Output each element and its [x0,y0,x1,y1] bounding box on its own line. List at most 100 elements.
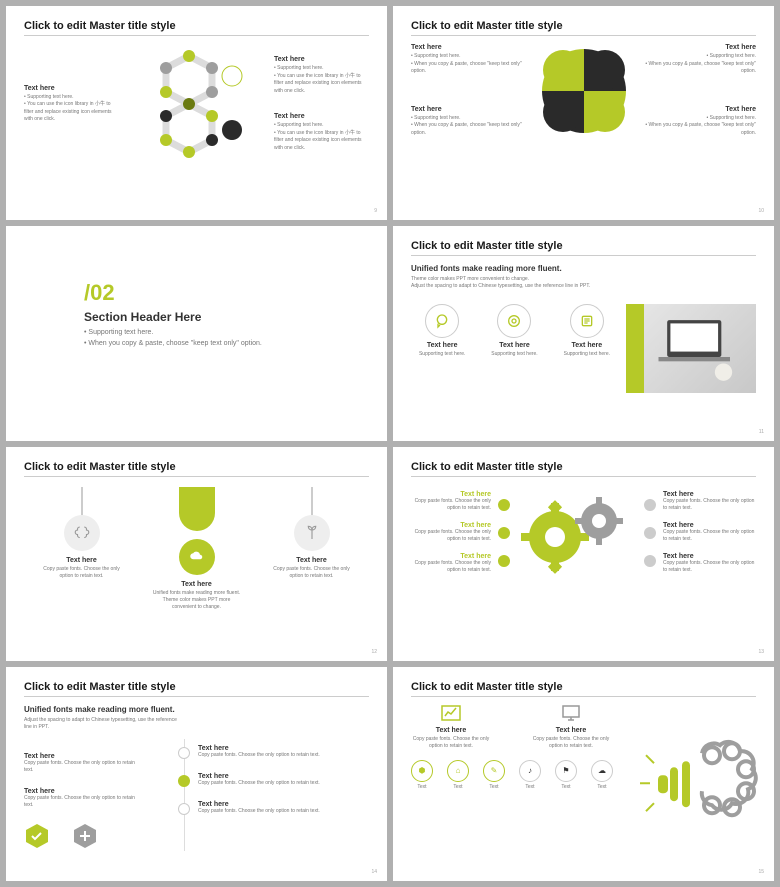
list-item: Text hereCopy paste fonts. Choose the on… [663,491,756,512]
slide-title: Click to edit Master title style [411,20,756,36]
dot-icon [644,555,656,567]
slide-title: Click to edit Master title style [24,681,369,697]
item-sub: Supporting text here. [411,351,473,358]
page-number: 9 [374,208,377,214]
block-title: Text here [637,44,757,51]
dot-icon [498,555,510,567]
list-item: Text hereCopy paste fonts. Choose the on… [411,491,491,512]
mini-icon: ⌂ [447,760,469,782]
bullet: Supporting text here. [411,115,531,123]
item-sub: Copy paste fonts. Choose the only option… [267,566,357,580]
list-item: Text hereCopy paste fonts. Choose the on… [663,522,756,543]
slide-title: Click to edit Master title style [24,461,369,477]
section-number: /02 [84,280,369,306]
item-sub: Supporting text here. [556,351,618,358]
bullet: You can use the icon library in 小牛 to fi… [274,73,369,96]
mini-icon: ✎ [483,760,505,782]
page-number: 14 [371,869,377,875]
list-item: Text hereCopy paste fonts. Choose the on… [24,753,144,774]
list-item: Text hereCopy paste fonts. Choose the on… [411,522,491,543]
dot-icon [644,527,656,539]
bullet: You can use the icon library in 小牛 to fi… [24,101,114,124]
slide-grid: Click to edit Master title style Text he… [0,0,780,887]
chart-icon [441,705,461,721]
item-title: Text here [152,581,242,588]
item-title: Text here [267,557,357,564]
item-title: Text here [411,342,473,349]
mini-icon: ⚑ [555,760,577,782]
page-number: 13 [758,649,764,655]
timeline-item: Text hereCopy paste fonts. Choose the on… [174,801,369,815]
presentation-icon [561,705,581,721]
bullet: When you copy & paste, choose "keep text… [411,122,531,137]
bullet: Supporting text here. [84,328,369,339]
slide-title: Click to edit Master title style [411,240,756,256]
list-item: Text hereCopy paste fonts. Choose the on… [663,553,756,574]
item-sub: Copy paste fonts. Choose the only option… [37,566,127,580]
page-number: 15 [758,869,764,875]
slide-8: Click to edit Master title style Text he… [393,667,774,881]
section-header: Section Header Here [84,310,369,324]
bullet: Supporting text here. [274,65,369,73]
slide-6: Click to edit Master title style Text he… [393,447,774,661]
chat-icon [425,304,459,338]
petal-diagram [539,46,629,136]
slide-7: Click to edit Master title style Unified… [6,667,387,881]
bullet: Supporting text here. [637,53,757,61]
page-number: 11 [759,429,764,435]
bullet: Supporting text here. [274,122,369,130]
timeline-item: Text hereCopy paste fonts. Choose the on… [174,773,369,787]
slide-1: Click to edit Master title style Text he… [6,6,387,220]
bullet: When you copy & paste, choose "keep text… [637,61,757,76]
block-title: Text here [274,113,369,120]
note: Adjust the spacing to adapt to Chinese t… [24,717,184,731]
item-title: Text here [37,557,127,564]
subtitle: Unified fonts make reading more fluent. [411,264,756,273]
mini-icon: ☁ [591,760,613,782]
slide-title: Click to edit Master title style [24,20,369,36]
photo-placeholder [626,304,756,393]
dot-icon [498,499,510,511]
note: Adjust the spacing to adapt to Chinese t… [411,283,756,290]
subtitle: Unified fonts make reading more fluent. [24,705,369,714]
cloud-icon [179,539,215,575]
plant-icon [294,515,330,551]
hexagon-check-icon [24,823,50,849]
note: Theme color makes PPT more convenient to… [411,276,756,283]
brain-icon [64,515,100,551]
slide-title: Click to edit Master title style [411,461,756,477]
block-title: Text here [637,106,757,113]
bullet: When you copy & paste, choose "keep text… [411,61,531,76]
bullet: When you copy & paste, choose "keep text… [84,339,284,350]
settings-icon [570,304,604,338]
item-sub: Copy paste fonts. Choose the only option… [531,736,611,750]
item-sub: Supporting text here. [483,351,545,358]
item-sub: Copy paste fonts. Choose the only option… [411,736,491,750]
block-title: Text here [411,44,531,51]
mini-icon: ⬢ [411,760,433,782]
hexagon-diagram [134,48,254,158]
hexagon-plus-icon [72,823,98,849]
slide-2: Click to edit Master title style Text he… [393,6,774,220]
bullet: Supporting text here. [637,115,757,123]
dot-icon [644,499,656,511]
block-title: Text here [24,85,114,92]
list-item: Text hereCopy paste fonts. Choose the on… [24,788,144,809]
timeline-item: Text hereCopy paste fonts. Choose the on… [174,745,369,759]
item-title: Text here [411,727,491,734]
item-title: Text here [556,342,618,349]
slide-3: /02 Section Header Here Supporting text … [6,226,387,440]
bullet: Supporting text here. [411,53,531,61]
item-title: Text here [483,342,545,349]
bullet: You can use the icon library in 小牛 to fi… [274,130,369,153]
page-number: 10 [758,208,764,214]
list-item: Text hereCopy paste fonts. Choose the on… [411,553,491,574]
bullet: When you copy & paste, choose "keep text… [637,122,757,137]
gears-diagram [517,487,637,579]
slide-title: Click to edit Master title style [411,681,756,697]
bullet: Supporting text here. [24,94,114,102]
target-icon [497,304,531,338]
mini-icon: ♪ [519,760,541,782]
brain-bulb-icon [640,733,760,835]
block-title: Text here [411,106,531,113]
